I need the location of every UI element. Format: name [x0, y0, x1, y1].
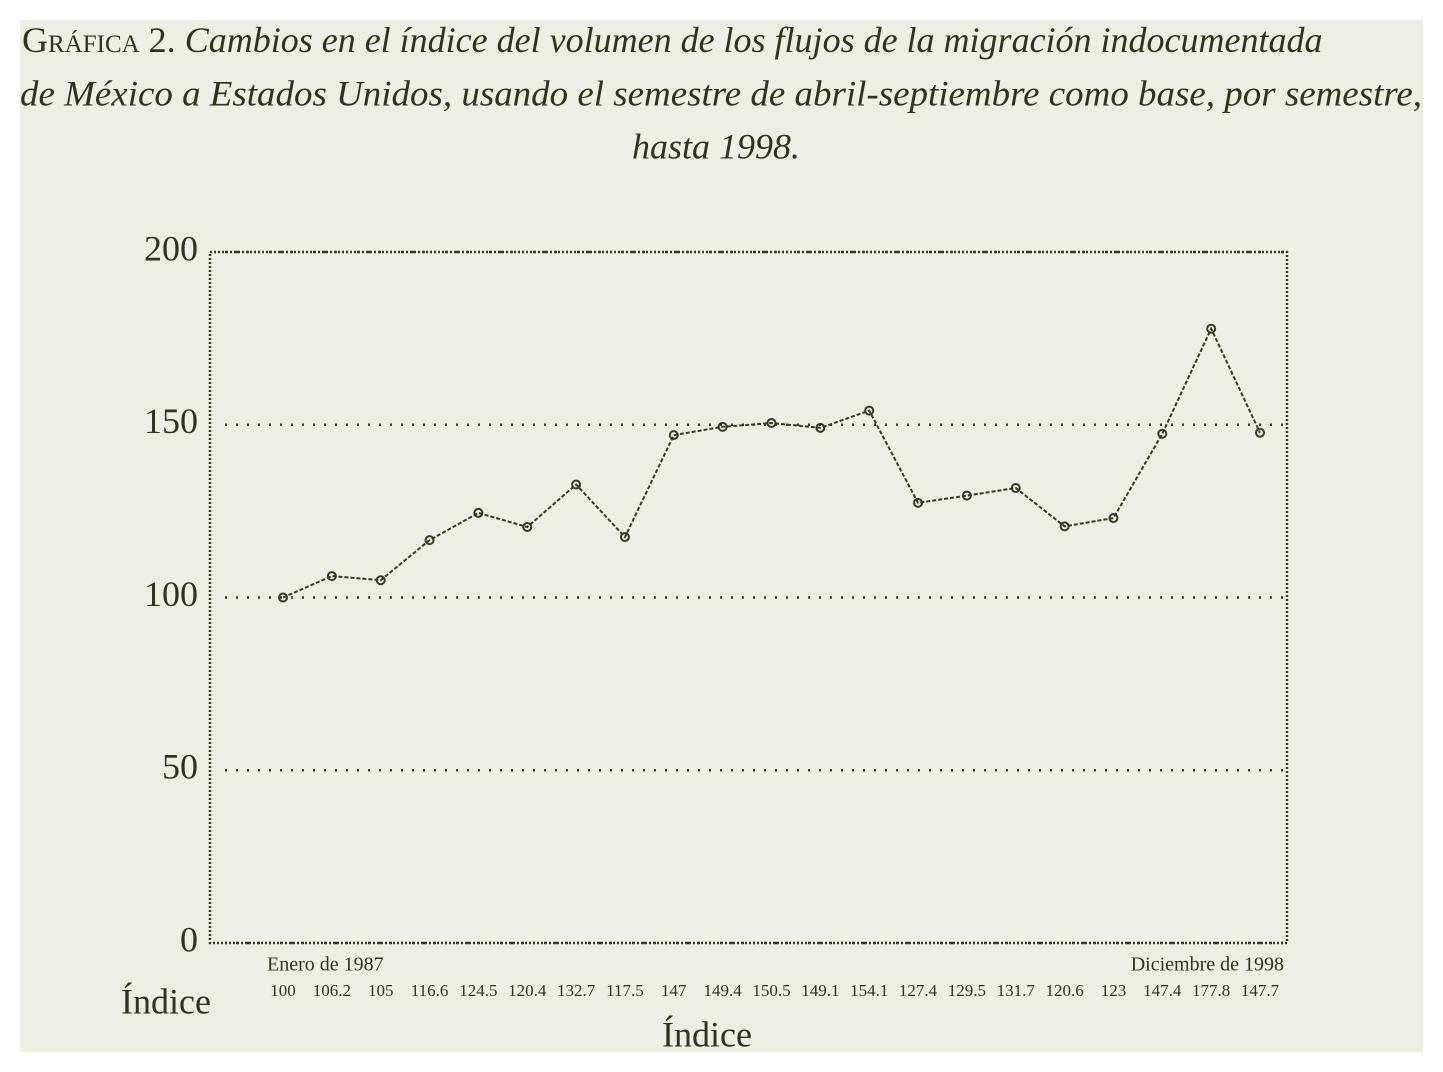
x-axis-label: Índice [662, 1014, 752, 1054]
data-point [619, 532, 630, 543]
title-line: hasta 1998. [632, 126, 800, 166]
data-point [717, 421, 728, 432]
value-label: 129.5 [948, 981, 986, 1000]
title-label: Gráfica 2. [22, 20, 176, 60]
data-point [864, 405, 875, 416]
values-row-label: Índice [121, 981, 211, 1021]
data-point [1157, 428, 1168, 439]
data-point [326, 571, 337, 582]
value-label: 150.5 [752, 981, 790, 1000]
y-tick-label: 0 [180, 919, 198, 959]
data-point [913, 497, 924, 508]
data-point [522, 522, 533, 533]
data-line [282, 326, 1261, 599]
data-point [1255, 427, 1265, 438]
data-point [424, 535, 435, 546]
value-label: 147.7 [1241, 981, 1280, 1000]
value-label: 100 [270, 981, 296, 1000]
value-label: 149.1 [801, 981, 839, 1000]
data-point [1206, 323, 1217, 334]
value-label: 154.1 [850, 981, 888, 1000]
data-point [1108, 513, 1119, 524]
value-label: 127.4 [899, 981, 938, 1000]
value-label: 117.5 [606, 981, 644, 1000]
x-tick-label: Diciembre de 1998 [1131, 954, 1284, 976]
y-tick-label: 200 [144, 228, 198, 268]
y-tick-label: 100 [144, 574, 198, 614]
data-point [571, 479, 582, 490]
data-point [961, 490, 972, 501]
value-label: 131.7 [997, 981, 1036, 1000]
data-point [278, 592, 288, 603]
y-tick-label: 50 [162, 747, 198, 787]
data-point [815, 422, 826, 433]
value-label: 132.7 [557, 981, 596, 1000]
value-label: 124.5 [459, 981, 497, 1000]
value-label: 147.4 [1143, 981, 1182, 1000]
value-label: 123 [1101, 981, 1127, 1000]
data-point [766, 418, 777, 429]
background [20, 20, 1423, 1052]
data-point [1059, 521, 1070, 532]
value-label: 120.4 [508, 981, 547, 1000]
y-tick-label: 150 [144, 401, 198, 441]
data-point [1010, 482, 1021, 493]
x-tick-label: Enero de 1987 [267, 954, 384, 976]
data-point [668, 430, 679, 441]
value-label: 147 [661, 981, 687, 1000]
data-point [473, 507, 484, 518]
title-text: Cambios en el índice del volumen de los … [185, 20, 1323, 60]
value-label: 177.8 [1192, 981, 1230, 1000]
title-line: Gráfica 2. Cambios en el índice del volu… [22, 20, 1323, 60]
title-line: de México a Estados Unidos, usando el se… [20, 73, 1422, 113]
value-label: 106.2 [313, 981, 351, 1000]
value-label: 116.6 [411, 981, 449, 1000]
data-point [375, 575, 386, 586]
value-label: 105 [368, 981, 394, 1000]
value-label: 149.4 [704, 981, 743, 1000]
value-label: 120.6 [1045, 981, 1083, 1000]
